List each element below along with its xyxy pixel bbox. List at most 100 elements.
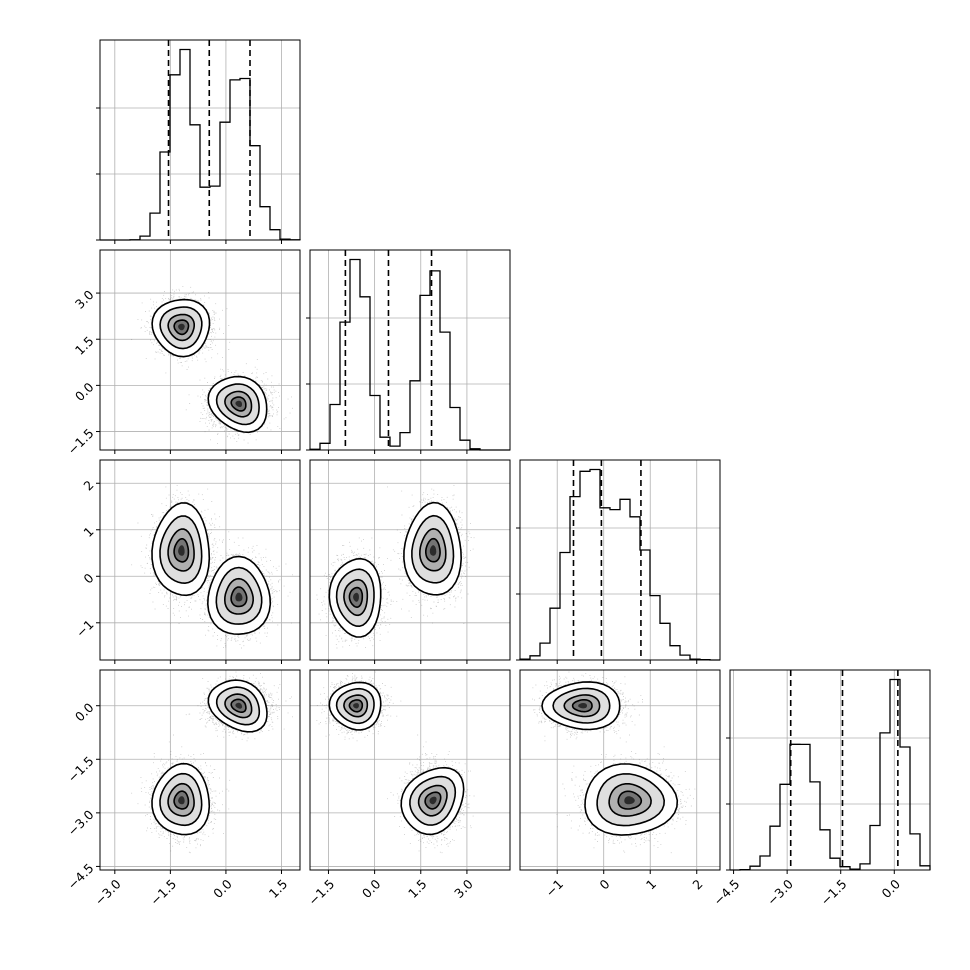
y-tick-label: 0 [80,570,96,586]
y-tick-label: −1.5 [65,753,97,785]
contour-line [159,515,203,585]
contour-line [230,586,248,608]
x-tick-label: −1.5 [818,876,850,908]
contour-line [224,390,253,418]
contour-line [167,313,195,342]
density-fill [624,796,635,805]
panel-frame [519,459,721,661]
y-tick-label: 0.0 [72,379,97,404]
y-tick-label: −3.0 [65,807,97,839]
x-tick-label: 0.0 [359,876,384,901]
density-fill [429,796,437,805]
panel-3-2 [532,670,696,854]
contour-line [230,698,247,713]
contour-line [173,319,190,336]
histogram-4 [730,678,931,871]
contour-line [151,298,211,358]
contour-line [584,763,679,836]
panel-frame [309,669,511,871]
y-tick-label: −1 [73,617,97,641]
density-fill [235,592,243,602]
panel-1-0 [131,285,293,445]
x-tick-label: −3.0 [764,876,796,908]
contour-line [617,790,643,810]
contour-line [151,762,211,836]
contour-line [335,687,375,725]
x-tick-label: 0 [596,876,612,892]
density-fill [578,703,587,709]
contour-line [173,538,190,563]
contour-line [151,502,211,597]
panel-frame [729,669,931,871]
contour-line [400,766,465,836]
contour-line [417,784,448,817]
contour-line [230,396,247,412]
x-tick-label: 1.5 [266,876,291,901]
histogram-2 [309,258,510,451]
density-fill [235,702,243,709]
x-tick-label: −4.5 [710,876,742,908]
density-fill [353,703,359,709]
density-fill [178,796,185,805]
panel-frame [309,459,511,661]
contour-line [403,501,463,596]
contour-line [328,681,382,731]
contour-line [348,586,364,609]
contour-line [167,528,195,572]
contour-line [596,773,666,827]
y-tick-label: 0.0 [72,700,97,725]
contour-line [411,514,455,584]
panel-frame [99,249,301,451]
density-layer [100,40,930,870]
panel-3-1 [316,670,475,854]
contour-line [552,687,611,724]
panel-frame [99,39,301,241]
contour-line [343,694,369,718]
panel-2-0 [131,485,293,649]
contour-line [571,699,593,713]
x-tick-label: 0.0 [879,876,904,901]
contour-line [159,772,203,827]
contour-line [224,693,253,719]
density-fill [429,545,437,556]
contour-line [207,375,268,434]
x-tick-label: 1 [643,876,659,892]
y-tick-label: −4.5 [65,860,97,892]
panel-frame [309,249,511,451]
x-tick-label: −3.0 [92,876,124,908]
scatter-points [131,285,293,445]
contour-line [418,527,447,572]
contour-line [409,775,457,826]
panel-frame [99,669,301,871]
density-fill [235,400,242,408]
contour-line [207,679,268,733]
contour-line [215,383,260,426]
contour-line [328,557,382,638]
contour-line [173,790,190,810]
y-tick-label: 2 [80,477,96,493]
x-tick-label: 0.0 [210,876,235,901]
histogram-1 [100,48,301,241]
panel-3-0 [131,670,293,854]
panel-frame [99,459,301,661]
density-fill [178,323,185,331]
contour-line [563,694,601,718]
y-tick-label: −1.5 [65,426,97,458]
x-tick-label: −1 [542,876,566,900]
panel-frame [519,669,721,871]
line-layer [96,39,931,874]
y-tick-label: 1.5 [72,333,97,358]
contour-line [425,537,441,563]
contour-line [215,566,263,625]
contour-line [215,686,261,726]
density-fill [353,592,359,602]
contour-line [424,791,442,810]
y-tick-label: 1 [80,524,96,540]
x-tick-label: 3.0 [451,876,476,901]
contour-line [159,306,203,350]
contour-line [335,568,375,628]
contour-line [223,577,255,615]
contour-line [206,555,272,636]
panel-2-1 [316,485,475,649]
